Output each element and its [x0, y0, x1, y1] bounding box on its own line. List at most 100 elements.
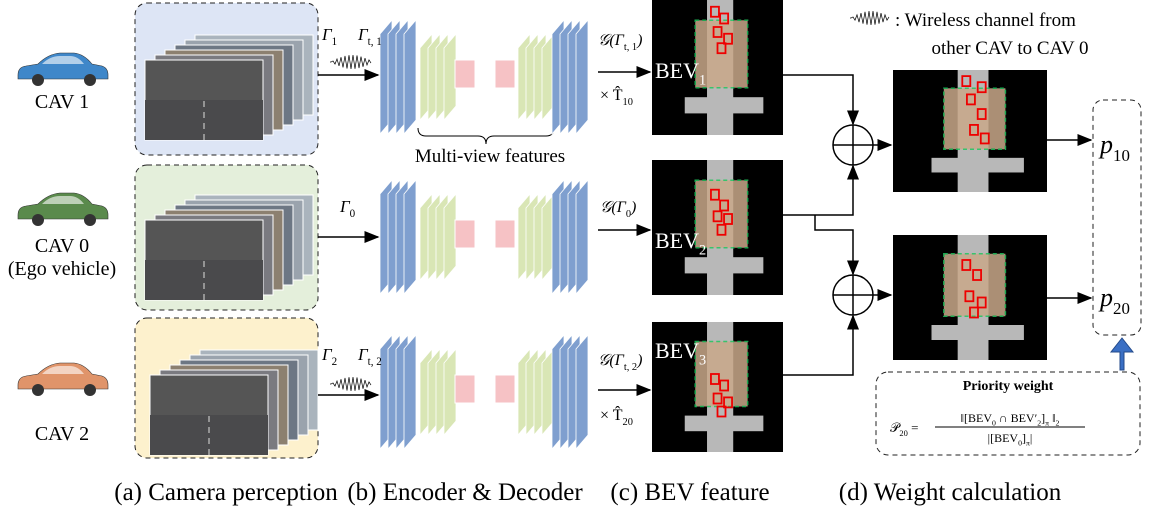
input-label: Γt, 2	[357, 345, 382, 368]
math-text: × T̂	[600, 405, 623, 424]
caption: (d) Weight calculation	[839, 479, 1062, 506]
road	[685, 97, 764, 113]
latent	[455, 60, 475, 88]
math-text: 𝒢(Γ	[598, 352, 625, 369]
wireless-wave	[850, 11, 889, 25]
car	[18, 363, 108, 396]
feature-layer	[404, 335, 416, 449]
wheel	[84, 214, 96, 226]
transform-label: × T̂20	[600, 405, 633, 428]
transform-label: 𝒢(Γt, 2)	[598, 352, 642, 373]
math-text: ∩ BEV′	[996, 411, 1038, 425]
subscript: 3	[699, 353, 706, 369]
brace	[418, 128, 554, 144]
arrow	[783, 166, 853, 215]
transform-label: × T̂10	[600, 85, 633, 108]
wireless-wave	[330, 55, 371, 69]
wireless-wave	[330, 377, 371, 391]
input-label: Γ0	[339, 197, 356, 220]
input-label: Γt, 1	[357, 25, 382, 48]
figure: CAV 1 CAV 0(Ego vehicle) CAV 2 Multi-view f…	[0, 0, 1151, 514]
math-text: p	[1098, 283, 1113, 312]
feature-layer	[444, 349, 456, 435]
caption: (b) Encoder & Decoder	[347, 479, 583, 506]
feature-layer	[444, 34, 456, 120]
wheel	[32, 384, 44, 396]
wheel	[32, 74, 44, 86]
subscript: 10	[623, 97, 633, 108]
subscript: t, 1	[368, 36, 382, 48]
feature-layer	[444, 194, 456, 280]
subscript: t, 1	[624, 42, 637, 53]
subscript: 2	[332, 356, 338, 368]
latent	[495, 60, 515, 88]
vehicle-label: CAV 2	[35, 423, 89, 445]
math-text: 𝒢(Γ	[600, 199, 627, 216]
subscript: 0	[350, 208, 356, 220]
feature-layer	[576, 335, 588, 449]
wheel	[84, 384, 96, 396]
road	[932, 158, 1024, 173]
subscript: 2	[699, 243, 706, 259]
math-text: 𝒢(Γ	[598, 32, 625, 49]
road	[685, 416, 764, 432]
math-text: BEV	[655, 228, 699, 253]
math-text: BEV	[655, 58, 699, 83]
subscript: 1	[332, 36, 338, 48]
legend-text: other CAV to CAV 0	[932, 38, 1089, 59]
feature-layer	[404, 180, 416, 294]
multi-view-label: Multi-view features	[415, 146, 565, 167]
vehicle-note: (Ego vehicle)	[8, 258, 116, 280]
formula: 𝒫20 =	[890, 420, 918, 438]
weight-title: Priority weight	[963, 379, 1054, 394]
subscript: 1	[699, 73, 706, 89]
arrow	[783, 316, 853, 375]
up-arrow	[1111, 338, 1133, 370]
latent	[495, 220, 515, 248]
feature-layer	[576, 180, 588, 294]
feature-layer	[404, 20, 416, 134]
formula: ‖[BEV0 ∩ BEV′2]π ‖2	[961, 411, 1060, 428]
road	[685, 257, 764, 273]
legend-text: : Wireless channel from	[895, 10, 1076, 31]
subscript: 2	[1055, 419, 1059, 428]
formula: |[BEV0]π|	[988, 431, 1033, 448]
math-text: )	[630, 199, 636, 216]
arrow	[783, 75, 853, 124]
caption: (a) Camera perception	[114, 479, 338, 506]
input-label: Γ1	[321, 25, 337, 48]
priority-label: p10	[1098, 130, 1130, 165]
math-text: )	[636, 352, 642, 369]
subscript: t, 2	[624, 362, 637, 373]
latent	[455, 220, 475, 248]
math-text: BEV	[655, 338, 699, 363]
transform-label: 𝒢(Γt, 1)	[598, 32, 642, 53]
wheel	[32, 214, 44, 226]
wheel	[84, 74, 96, 86]
math-text: ‖[BEV	[961, 411, 993, 425]
car	[18, 53, 108, 86]
feature-layer	[576, 20, 588, 134]
input-label: Γ2	[321, 345, 337, 368]
vehicle-label: CAV 1	[35, 91, 89, 113]
latent	[495, 375, 515, 403]
latent	[455, 375, 475, 403]
vehicle-label: CAV 0	[35, 235, 89, 257]
subscript: t, 2	[368, 356, 382, 368]
car	[18, 193, 108, 226]
subscript: 10	[1113, 146, 1130, 165]
math-text: |	[1030, 431, 1032, 445]
math-text: )	[636, 32, 642, 49]
priority-label: p20	[1098, 283, 1130, 318]
math-text: |[BEV	[988, 431, 1019, 445]
caption: (c) BEV feature	[610, 479, 769, 506]
arrow	[815, 215, 853, 274]
math-text: =	[908, 420, 919, 435]
subscript: 20	[623, 417, 633, 428]
road	[932, 325, 1024, 340]
math-text: p	[1098, 130, 1113, 159]
subscript: 20	[899, 428, 907, 438]
transform-label: 𝒢(Γ0)	[600, 199, 636, 220]
math-text: × T̂	[600, 85, 623, 104]
subscript: 20	[1113, 299, 1130, 318]
